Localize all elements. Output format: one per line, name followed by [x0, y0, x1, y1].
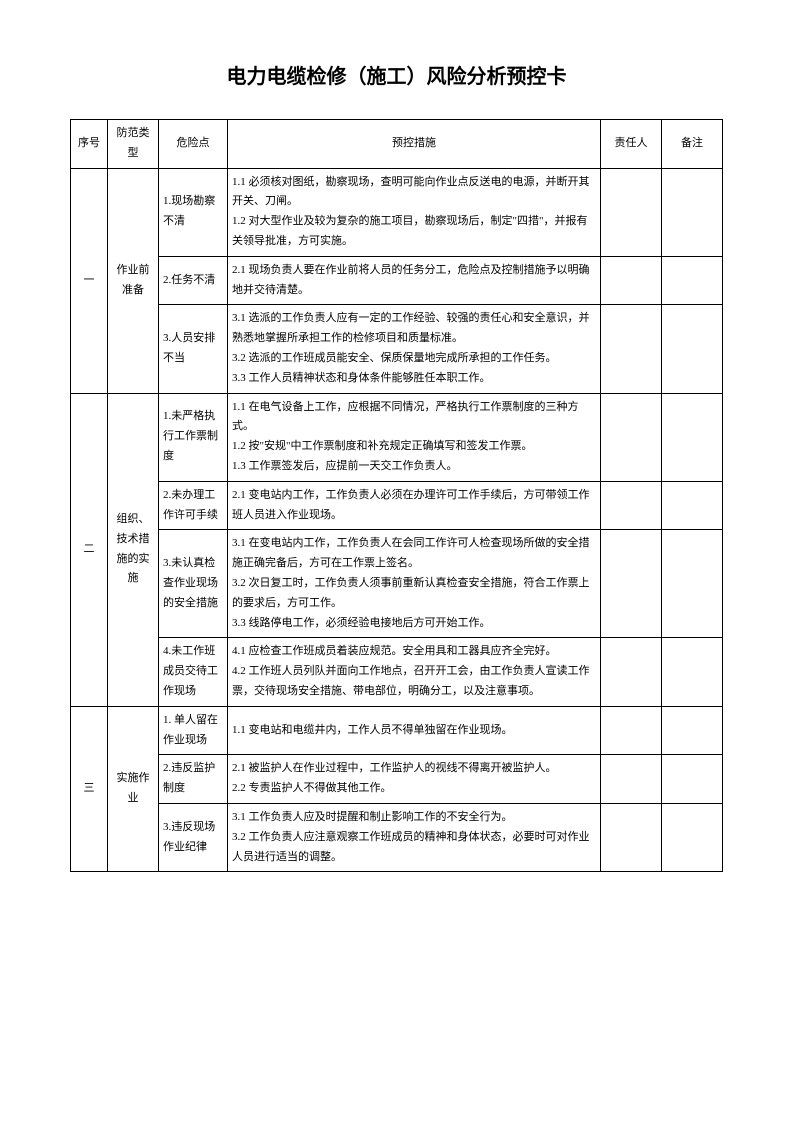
cell-risk: 4.未工作班成员交待工作现场 — [159, 638, 228, 706]
cell-type: 组织、技术措施的实施 — [108, 393, 159, 706]
cell-measure: 3.1 工作负责人应及时提醒和制止影响工作的不安全行为。3.2 工作负责人应注意… — [228, 803, 601, 871]
cell-measure: 4.1 应检查工作班成员着装应规范。安全用具和工器具应齐全完好。4.2 工作班人… — [228, 638, 601, 706]
cell-measure: 2.1 变电站内工作，工作负责人必须在办理许可工作手续后，方可带领工作班人员进入… — [228, 481, 601, 530]
cell-type: 实施作业 — [108, 706, 159, 872]
cell-resp — [601, 803, 662, 871]
cell-risk: 1.现场勘察不清 — [159, 168, 228, 256]
cell-measure: 3.1 选派的工作负责人应有一定的工作经验、较强的责任心和安全意识，并熟悉地掌握… — [228, 305, 601, 393]
cell-risk: 1. 单人留在作业现场 — [159, 706, 228, 755]
cell-measure: 1.1 在电气设备上工作，应根据不同情况，严格执行工作票制度的三种方式。1.2 … — [228, 393, 601, 481]
cell-risk: 3.人员安排不当 — [159, 305, 228, 393]
page-title: 电力电缆检修（施工）风险分析预控卡 — [70, 60, 723, 89]
table-row: 2.违反监护制度2.1 被监护人在作业过程中，工作监护人的视线不得离开被监护人。… — [71, 755, 723, 804]
header-measure: 预控措施 — [228, 120, 601, 169]
cell-type: 作业前准备 — [108, 168, 159, 393]
cell-note — [662, 305, 723, 393]
table-row: 2.未办理工作许可手续2.1 变电站内工作，工作负责人必须在办理许可工作手续后，… — [71, 481, 723, 530]
cell-note — [662, 168, 723, 256]
cell-measure: 2.1 现场负责人要在作业前将人员的任务分工，危险点及控制措施予以明确地并交待清… — [228, 256, 601, 305]
cell-resp — [601, 256, 662, 305]
cell-risk: 2.违反监护制度 — [159, 755, 228, 804]
cell-resp — [601, 530, 662, 638]
cell-resp — [601, 755, 662, 804]
table-row: 三实施作业1. 单人留在作业现场1.1 变电站和电缆井内，工作人员不得单独留在作… — [71, 706, 723, 755]
table-row: 3.未认真检查作业现场的安全措施3.1 在变电站内工作，工作负责人在会同工作许可… — [71, 530, 723, 638]
cell-note — [662, 256, 723, 305]
header-type: 防范类型 — [108, 120, 159, 169]
cell-resp — [601, 481, 662, 530]
header-row: 序号 防范类型 危险点 预控措施 责任人 备注 — [71, 120, 723, 169]
cell-note — [662, 530, 723, 638]
cell-risk: 3.未认真检查作业现场的安全措施 — [159, 530, 228, 638]
cell-note — [662, 638, 723, 706]
cell-measure: 3.1 在变电站内工作，工作负责人在会同工作许可人检查现场所做的安全措施正确完备… — [228, 530, 601, 638]
cell-risk: 1.未严格执行工作票制度 — [159, 393, 228, 481]
table-row: 4.未工作班成员交待工作现场4.1 应检查工作班成员着装应规范。安全用具和工器具… — [71, 638, 723, 706]
cell-resp — [601, 706, 662, 755]
cell-resp — [601, 638, 662, 706]
cell-measure: 2.1 被监护人在作业过程中，工作监护人的视线不得离开被监护人。2.2 专责监护… — [228, 755, 601, 804]
cell-measure: 1.1 必须核对图纸，勘察现场，查明可能向作业点反送电的电源，并断开其开关、刀闸… — [228, 168, 601, 256]
header-risk: 危险点 — [159, 120, 228, 169]
cell-resp — [601, 305, 662, 393]
cell-resp — [601, 393, 662, 481]
header-resp: 责任人 — [601, 120, 662, 169]
cell-risk: 2.未办理工作许可手续 — [159, 481, 228, 530]
risk-table: 序号 防范类型 危险点 预控措施 责任人 备注 一作业前准备1.现场勘察不清1.… — [70, 119, 723, 872]
cell-note — [662, 481, 723, 530]
cell-seq: 三 — [71, 706, 108, 872]
cell-note — [662, 706, 723, 755]
header-note: 备注 — [662, 120, 723, 169]
table-row: 2.任务不清2.1 现场负责人要在作业前将人员的任务分工，危险点及控制措施予以明… — [71, 256, 723, 305]
table-row: 一作业前准备1.现场勘察不清1.1 必须核对图纸，勘察现场，查明可能向作业点反送… — [71, 168, 723, 256]
table-row: 3.违反现场作业纪律3.1 工作负责人应及时提醒和制止影响工作的不安全行为。3.… — [71, 803, 723, 871]
cell-risk: 2.任务不清 — [159, 256, 228, 305]
cell-measure: 1.1 变电站和电缆井内，工作人员不得单独留在作业现场。 — [228, 706, 601, 755]
cell-note — [662, 803, 723, 871]
cell-seq: 一 — [71, 168, 108, 393]
table-row: 二组织、技术措施的实施1.未严格执行工作票制度1.1 在电气设备上工作，应根据不… — [71, 393, 723, 481]
cell-note — [662, 755, 723, 804]
cell-note — [662, 393, 723, 481]
cell-risk: 3.违反现场作业纪律 — [159, 803, 228, 871]
cell-seq: 二 — [71, 393, 108, 706]
header-seq: 序号 — [71, 120, 108, 169]
table-row: 3.人员安排不当3.1 选派的工作负责人应有一定的工作经验、较强的责任心和安全意… — [71, 305, 723, 393]
cell-resp — [601, 168, 662, 256]
